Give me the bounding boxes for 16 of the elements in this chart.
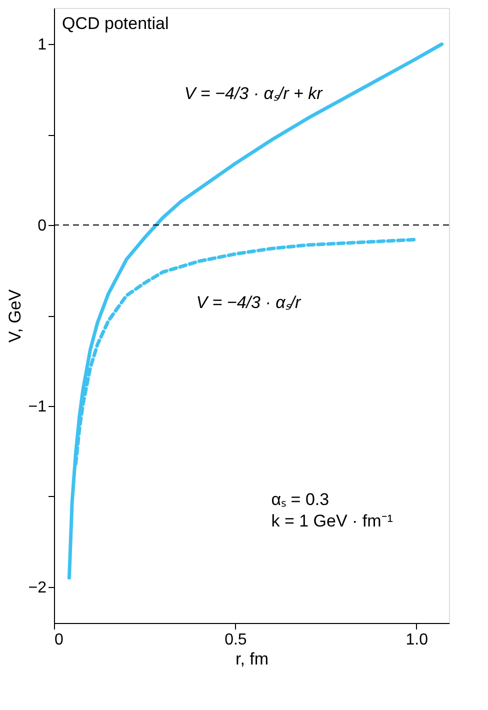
- annotation: V = −4/3 · αₛ/r: [196, 293, 302, 312]
- y-axis-title: V, GeV: [5, 288, 24, 343]
- annotation: αₛ = 0.3: [271, 490, 330, 509]
- x-tick-label: 1.0: [406, 632, 428, 648]
- x-axis-title: r, fm: [235, 650, 269, 668]
- y-tick-label: −1: [28, 398, 47, 416]
- line-series: [74, 238, 418, 466]
- annotation: V = −4/3 · αₛ/r + kr: [184, 84, 324, 104]
- x-tick-label: 0.5: [224, 632, 247, 648]
- y-tick-label: −2: [28, 579, 47, 596]
- y-tick-label: 1: [38, 36, 47, 54]
- y-tick-label: 0: [38, 218, 47, 235]
- x-tick-label: 0: [54, 632, 64, 648]
- chart-title: QCD potential: [62, 14, 169, 33]
- line-series: [67, 42, 444, 580]
- annotation: k = 1 GeV · fm⁻¹: [271, 512, 394, 531]
